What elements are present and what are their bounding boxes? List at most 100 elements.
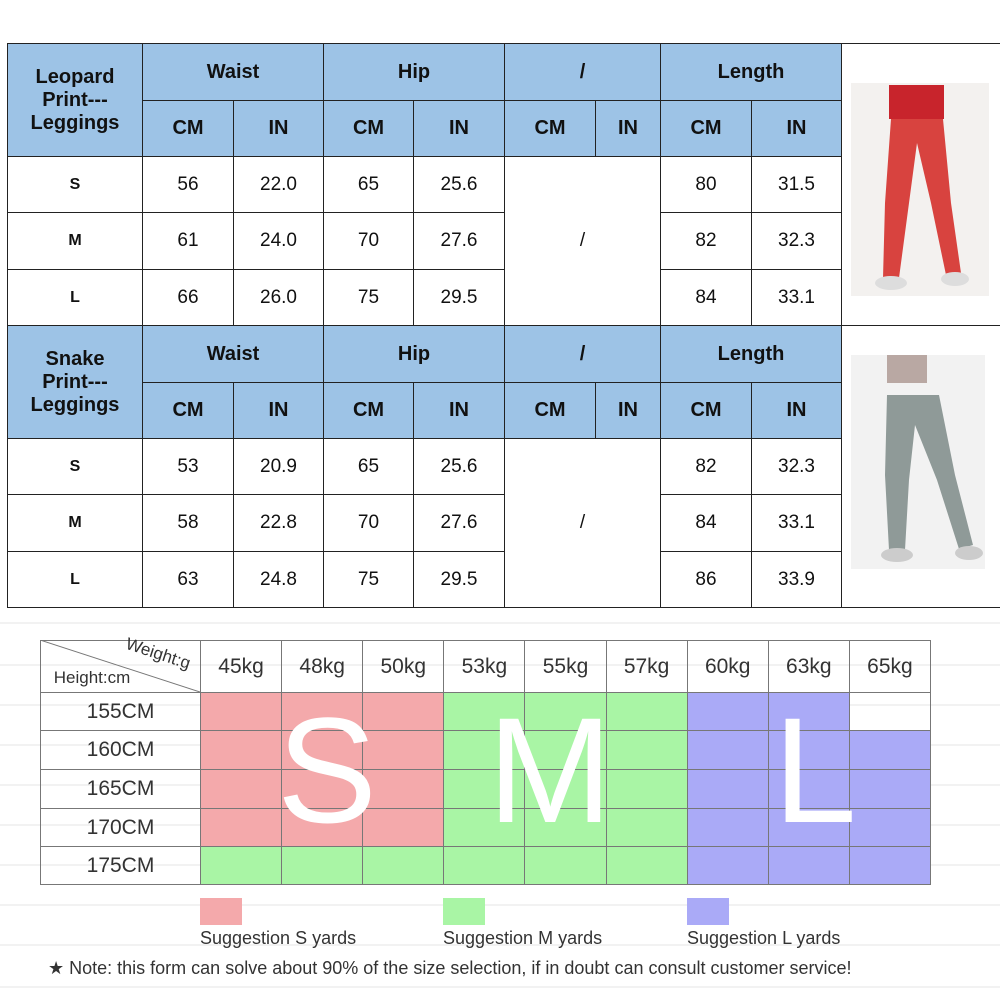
size-value: 26.0 bbox=[233, 269, 324, 326]
size-value: 56 bbox=[142, 156, 234, 213]
group-header: Length bbox=[660, 325, 842, 383]
height-label: 155CM bbox=[40, 692, 201, 731]
weight-header: 60kg bbox=[686, 640, 769, 693]
height-label: 165CM bbox=[40, 769, 201, 809]
size-zone-cell bbox=[200, 808, 283, 847]
size-label: M bbox=[7, 212, 143, 270]
size-label: L bbox=[7, 269, 143, 326]
legend-swatch bbox=[200, 898, 242, 925]
size-zone-cell bbox=[767, 730, 850, 770]
size-value: 33.9 bbox=[751, 551, 842, 608]
corner-bottom-label: Height:cm bbox=[53, 668, 131, 687]
unit-header: IN bbox=[233, 100, 324, 157]
size-value: 25.6 bbox=[413, 156, 505, 213]
legend-swatch bbox=[443, 898, 485, 925]
corner-diagonal bbox=[40, 640, 200, 692]
group-header: Hip bbox=[323, 325, 505, 383]
size-zone-cell bbox=[605, 769, 688, 809]
unit-header: IN bbox=[751, 382, 842, 439]
size-zone-cell bbox=[524, 769, 607, 809]
size-zone-cell bbox=[443, 808, 526, 847]
size-value: 65 bbox=[323, 438, 414, 495]
unit-header: CM bbox=[323, 382, 414, 439]
size-zone-cell bbox=[686, 730, 769, 770]
size-zone-cell bbox=[362, 846, 445, 885]
unit-header: CM bbox=[504, 100, 596, 157]
product-name: Snake Print--- Leggings bbox=[7, 325, 143, 439]
size-zone-cell bbox=[281, 730, 364, 770]
legend-label: Suggestion M yards bbox=[443, 927, 603, 948]
group-header: Length bbox=[660, 43, 842, 101]
size-label: S bbox=[7, 156, 143, 213]
note: ★ Note: this form can solve about 90% of… bbox=[48, 957, 852, 978]
weight-header: 57kg bbox=[605, 640, 688, 693]
size-zone-cell bbox=[200, 846, 283, 885]
size-label: M bbox=[7, 494, 143, 552]
zone-letter: S bbox=[276, 685, 378, 854]
size-value: 63 bbox=[142, 551, 234, 608]
size-value: 24.0 bbox=[233, 212, 324, 270]
group-header: Hip bbox=[323, 43, 505, 101]
size-zone-cell bbox=[443, 692, 526, 731]
size-zone-cell bbox=[200, 769, 283, 809]
size-value: 27.6 bbox=[413, 494, 505, 552]
group-header: Waist bbox=[142, 43, 324, 101]
photo-frame bbox=[841, 325, 1000, 608]
unit-header: CM bbox=[504, 382, 596, 439]
merged-cell: / bbox=[504, 438, 661, 608]
unit-header: IN bbox=[233, 382, 324, 439]
group-header: / bbox=[504, 325, 661, 383]
size-value: 75 bbox=[323, 551, 414, 608]
size-zone-cell bbox=[281, 808, 364, 847]
size-value: 82 bbox=[660, 212, 752, 270]
size-value: 27.6 bbox=[413, 212, 505, 270]
size-zone-cell bbox=[281, 846, 364, 885]
weight-header: 65kg bbox=[848, 640, 931, 693]
height-label: 160CM bbox=[40, 730, 201, 770]
size-value: 29.5 bbox=[413, 269, 505, 326]
size-zone-cell bbox=[362, 769, 445, 809]
size-zone-cell bbox=[848, 730, 931, 770]
size-value: 22.8 bbox=[233, 494, 324, 552]
size-value: 33.1 bbox=[751, 269, 842, 326]
unit-header: CM bbox=[142, 382, 234, 439]
size-zone-cell bbox=[605, 846, 688, 885]
product-photo-leopard bbox=[851, 83, 989, 296]
unit-header: CM bbox=[323, 100, 414, 157]
product-name: Leopard Print--- Leggings bbox=[7, 43, 143, 157]
size-value: 80 bbox=[660, 156, 752, 213]
size-zone-cell bbox=[848, 846, 931, 885]
size-value: 31.5 bbox=[751, 156, 842, 213]
size-zone-cell bbox=[686, 769, 769, 809]
size-value: 75 bbox=[323, 269, 414, 326]
height-label: 175CM bbox=[40, 846, 201, 885]
size-value: 24.8 bbox=[233, 551, 324, 608]
size-value: 20.9 bbox=[233, 438, 324, 495]
size-zone-cell bbox=[686, 808, 769, 847]
unit-header: CM bbox=[142, 100, 234, 157]
size-zone-cell bbox=[767, 692, 850, 731]
weight-header: 45kg bbox=[200, 640, 283, 693]
photo-frame bbox=[841, 43, 1000, 326]
size-value: 32.3 bbox=[751, 212, 842, 270]
size-value: 61 bbox=[142, 212, 234, 270]
size-value: 53 bbox=[142, 438, 234, 495]
size-zone-cell bbox=[524, 846, 607, 885]
size-zone-cell bbox=[605, 808, 688, 847]
unit-header: IN bbox=[595, 100, 661, 157]
zone-letter: M bbox=[487, 685, 613, 854]
size-label: L bbox=[7, 551, 143, 608]
size-value: 32.3 bbox=[751, 438, 842, 495]
size-value: 66 bbox=[142, 269, 234, 326]
unit-header: IN bbox=[413, 382, 505, 439]
height-label: 170CM bbox=[40, 808, 201, 847]
size-zone-cell bbox=[605, 730, 688, 770]
merged-cell: / bbox=[504, 156, 661, 326]
product-photo-snake bbox=[851, 355, 985, 569]
size-value: 29.5 bbox=[413, 551, 505, 608]
size-zone-cell bbox=[200, 692, 283, 731]
size-value: 84 bbox=[660, 494, 752, 552]
size-value: 22.0 bbox=[233, 156, 324, 213]
size-value: 70 bbox=[323, 212, 414, 270]
